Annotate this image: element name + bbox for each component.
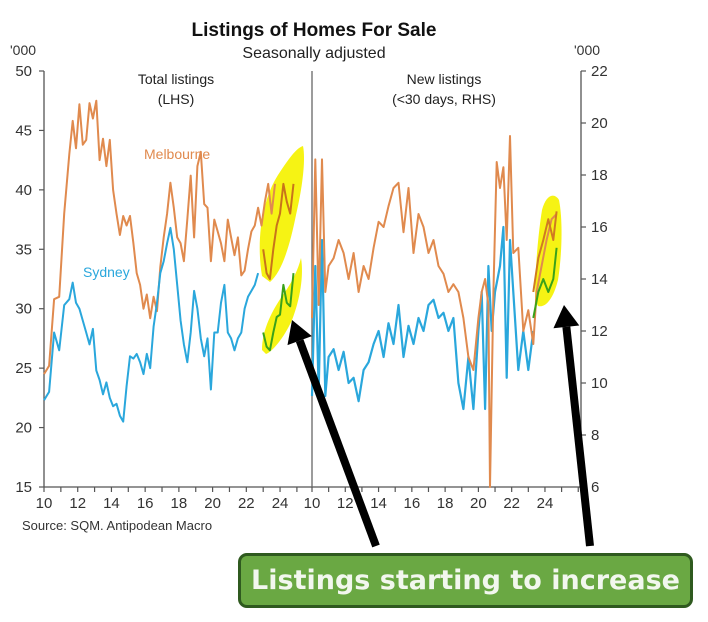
melbourne-new-line (311, 135, 558, 488)
sydney-new-line (310, 225, 535, 411)
arrow-shaft (295, 339, 380, 548)
left-y-tick-label: 35 (15, 241, 32, 258)
right-y-tick-label: 6 (591, 479, 599, 496)
x-tick-label: 20 (470, 495, 487, 512)
right-panel-label-1: New listings (407, 71, 482, 87)
x-tick-label: 10 (36, 495, 53, 512)
melbourne-total-recent-line (262, 182, 295, 280)
left-axis-unit: '000 (10, 42, 36, 58)
right-axis-unit: '000 (574, 42, 600, 58)
x-tick-label: 24 (537, 495, 554, 512)
left-y-tick-label: 40 (15, 182, 32, 199)
x-tick-label: 22 (238, 495, 255, 512)
sydney-label: Sydney (83, 264, 130, 280)
left-y-tick-label: 20 (15, 420, 32, 437)
melbourne-new-recent-line (532, 211, 558, 293)
chart-subtitle: Seasonally adjusted (242, 45, 385, 62)
left-y-tick-label: 30 (15, 301, 32, 318)
chart-title: Listings of Homes For Sale (192, 20, 437, 41)
left-panel-label-2: (LHS) (158, 91, 195, 107)
arrows (287, 305, 594, 548)
left-y-tick-label: 45 (15, 122, 32, 139)
x-tick-label: 14 (103, 495, 120, 512)
right-y-tick-label: 22 (591, 63, 608, 80)
x-tick-label: 10 (304, 495, 321, 512)
left-y-tick-label: 25 (15, 360, 32, 377)
right-y-tick-label: 8 (591, 427, 599, 444)
right-y-tick-label: 10 (591, 375, 608, 392)
melbourne-total-line (43, 99, 276, 375)
x-tick-label: 16 (403, 495, 420, 512)
x-tick-label: 22 (503, 495, 520, 512)
x-tick-label: 14 (370, 495, 387, 512)
x-tick-label: 16 (137, 495, 154, 512)
x-tick-label: 18 (437, 495, 454, 512)
right-y-tick-label: 18 (591, 167, 608, 184)
highlight-melbourne-total (259, 146, 305, 282)
x-tick-label: 12 (337, 495, 354, 512)
right-y-tick-label: 16 (591, 219, 608, 236)
series-lines (43, 99, 558, 488)
right-y-tick-label: 12 (591, 323, 608, 340)
left-y-tick-label: 15 (15, 479, 32, 496)
sydney-total-line (43, 226, 260, 423)
annotation-callout: Listings starting to increase (238, 553, 693, 608)
sydney-new-recent-line (532, 247, 558, 319)
x-tick-label: 12 (69, 495, 86, 512)
right-y-tick-label: 14 (591, 271, 608, 288)
arrow-right-panel (553, 305, 594, 547)
arrow-head (287, 320, 312, 346)
right-panel-label-2: (<30 days, RHS) (392, 91, 496, 107)
source-note: Source: SQM. Antipodean Macro (22, 518, 212, 533)
right-y-tick-label: 20 (591, 115, 608, 132)
melbourne-label: Melbourne (144, 146, 210, 162)
x-tick-label: 18 (171, 495, 188, 512)
arrow-shaft (562, 326, 594, 547)
sydney-total-recent-line (262, 273, 295, 352)
arrow-head (553, 305, 580, 329)
annotation-text: Listings starting to increase (251, 565, 680, 596)
axes: 15 20 25 30 35 40 45 50 6 8 10 12 14 16 18 20 22 10 12 14 16… (15, 63, 607, 512)
left-panel-label-1: Total listings (138, 71, 214, 87)
x-tick-label: 24 (272, 495, 289, 512)
arrow-left-panel (287, 320, 380, 548)
left-y-tick-label: 50 (15, 63, 32, 80)
x-tick-label: 20 (204, 495, 221, 512)
